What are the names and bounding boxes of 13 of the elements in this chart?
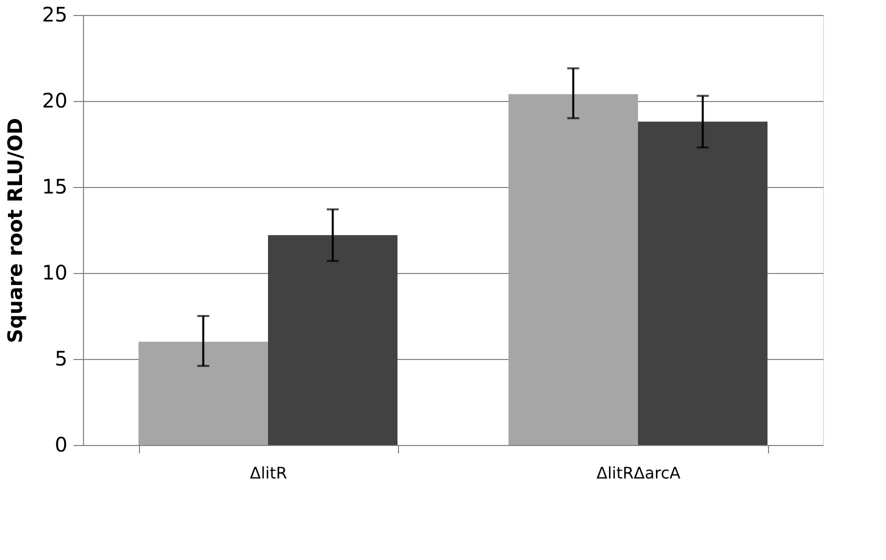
y-tick-label: 25 xyxy=(42,2,68,26)
y-tick-label: 15 xyxy=(42,174,68,198)
y-tick-label: 5 xyxy=(54,346,68,370)
y-tick-label: 0 xyxy=(54,432,68,456)
bar xyxy=(638,122,768,445)
bar xyxy=(138,342,268,445)
x-tick-label: ΔlitRΔarcA xyxy=(596,464,681,482)
bar xyxy=(268,235,398,445)
x-tick-label: ΔlitR xyxy=(250,464,288,482)
y-axis-title: Square root RLU/OD xyxy=(3,118,28,344)
y-tick-label: 10 xyxy=(42,260,68,284)
bar xyxy=(508,94,638,445)
y-tick-label: 20 xyxy=(42,88,68,112)
